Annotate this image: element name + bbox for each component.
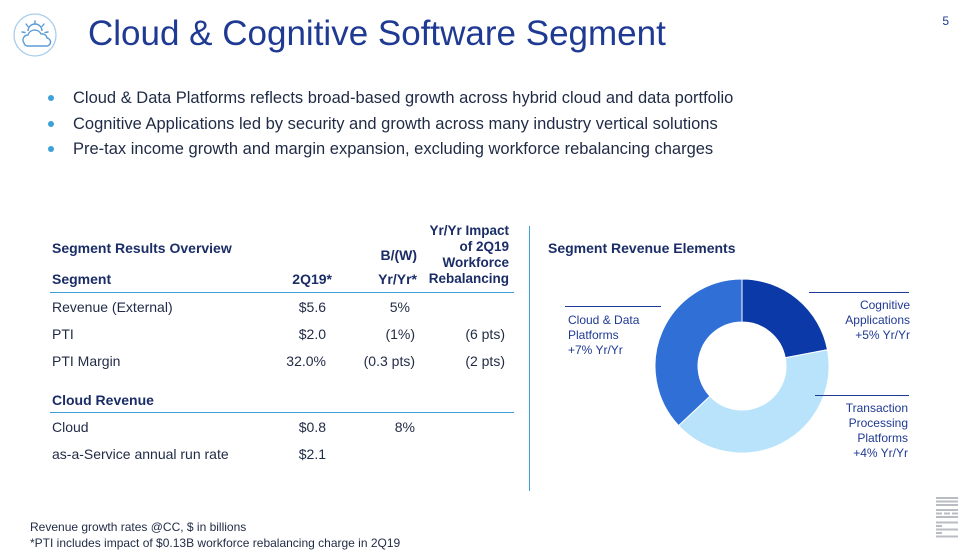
table-row-label: PTI Margin — [52, 353, 121, 369]
slice-label-line: Applications — [845, 313, 910, 327]
bullet-item: Cognitive Applications led by security a… — [48, 112, 733, 138]
bullet-item: Cloud & Data Platforms reflects broad-ba… — [48, 86, 733, 112]
slice-label-line: Platforms — [568, 328, 619, 342]
slice-label-line: +5% Yr/Yr — [855, 328, 910, 342]
column-header-impact-line: of 2Q19 — [459, 239, 509, 254]
footnotes: Revenue growth rates @CC, $ in billions … — [30, 519, 400, 551]
header-divider — [50, 292, 514, 293]
chart-title: Segment Revenue Elements — [548, 240, 736, 256]
table-cell-impact: (6 pts) — [465, 326, 505, 342]
section-divider — [529, 226, 530, 491]
column-header-bw: B/(W) — [380, 247, 417, 263]
column-header-impact-line: Rebalancing — [428, 271, 509, 286]
donut-slice-cloud-data-platforms — [654, 278, 743, 427]
slice-label-line: Processing — [848, 416, 908, 430]
slice-label-cognitive: Cognitive Applications +5% Yr/Yr — [800, 298, 910, 343]
column-header-impact: Yr/Yr Impact of 2Q19 Workforce Rebalanci… — [420, 223, 509, 287]
footnote-line: *PTI includes impact of $0.13B workforce… — [30, 536, 401, 550]
bullet-text: Cloud & Data Platforms reflects broad-ba… — [73, 89, 734, 107]
table-cell-bw: 8% — [394, 419, 415, 435]
table-cell-2q19: 32.0% — [286, 353, 326, 369]
bullet-text: Cognitive Applications led by security a… — [73, 114, 718, 133]
table-cell-impact: (2 pts) — [465, 353, 505, 369]
leader-line — [809, 292, 909, 293]
table-cell-bw: (0.3 pts) — [363, 353, 415, 369]
column-header-impact-line: Yr/Yr Impact — [429, 223, 509, 238]
bullet-text: Pre-tax income growth and margin expansi… — [73, 140, 714, 158]
slice-label-line: +7% Yr/Yr — [568, 343, 623, 357]
bullet-dot-icon — [48, 146, 54, 152]
leader-line — [565, 306, 661, 307]
table-cell-bw: 5% — [389, 299, 410, 315]
bullet-dot-icon — [48, 95, 54, 101]
slice-label-transaction: Transaction Processing Platforms +4% Yr/… — [790, 401, 908, 461]
footnote-line: Revenue growth rates @CC, $ in billions — [30, 520, 247, 534]
column-header-yryr: Yr/Yr* — [378, 271, 417, 287]
page-title: Cloud & Cognitive Software Segment — [88, 14, 666, 53]
table-cell-bw: (1%) — [385, 326, 415, 342]
cloud-revenue-title: Cloud Revenue — [52, 392, 154, 408]
slice-label-line: Cognitive — [859, 298, 910, 312]
table-cell-2q19: $2.0 — [298, 326, 326, 342]
cloud-divider — [50, 412, 514, 413]
table-row-label: Revenue (External) — [52, 299, 173, 315]
column-header-2q19: 2Q19* — [292, 271, 332, 287]
slice-label-line: +4% Yr/Yr — [853, 446, 908, 460]
page-number: 5 — [942, 14, 949, 28]
bullet-dot-icon — [48, 120, 54, 127]
slice-label-cloud-data: Cloud & Data Platforms +7% Yr/Yr — [568, 313, 639, 358]
table-row-label: Cloud — [52, 419, 89, 435]
donut-slice-transaction-processing-platforms — [677, 349, 830, 454]
slice-label-line: Cloud & Data — [568, 313, 640, 327]
ibm-logo — [936, 497, 958, 538]
column-header-segment: Segment — [52, 271, 112, 287]
column-header-impact-line: Workforce — [442, 255, 509, 270]
bullet-list: Cloud & Data Platforms reflects broad-ba… — [48, 86, 733, 163]
table-cell-2q19: $0.8 — [298, 419, 326, 435]
leader-line — [815, 395, 909, 396]
table-section-title: Segment Results Overview — [52, 240, 232, 256]
slice-label-line: Transaction — [845, 401, 908, 415]
donut-chart — [654, 278, 830, 454]
bullet-item: Pre-tax income growth and margin expansi… — [48, 137, 733, 163]
slice-label-line: Platforms — [857, 431, 908, 445]
table-row-label: as-a-Service annual run rate — [52, 446, 229, 462]
table-row-label: PTI — [52, 326, 74, 342]
table-cell-2q19: $5.6 — [298, 299, 326, 315]
table-cell-2q19: $2.1 — [298, 446, 326, 462]
cloud-logo-icon — [12, 12, 58, 58]
